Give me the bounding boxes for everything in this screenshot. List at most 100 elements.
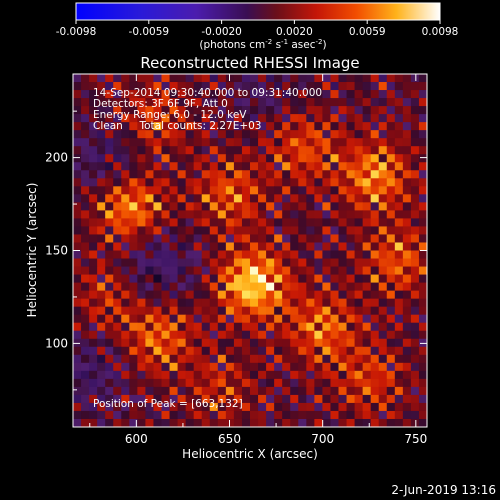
heatmap-cell: [145, 98, 154, 107]
heatmap-cell: [105, 138, 114, 147]
heatmap-cell: [346, 386, 355, 396]
heatmap-cell: [346, 178, 355, 187]
heatmap-cell: [73, 114, 82, 123]
annotation-clean-counts: Clean Total counts: 2.27E+03: [93, 120, 262, 132]
heatmap-cell: [105, 298, 114, 308]
heatmap-cell: [185, 186, 195, 195]
heatmap-cell: [201, 202, 211, 211]
heatmap-cell: [354, 186, 364, 195]
heatmap-cell: [410, 114, 420, 123]
heatmap-cell: [185, 114, 195, 123]
heatmap-cell: [137, 274, 146, 283]
heatmap-cell: [217, 74, 227, 83]
heatmap-cell: [362, 210, 372, 219]
heatmap-cell: [233, 282, 243, 292]
heatmap-cell: [137, 234, 146, 243]
heatmap-cell: [314, 346, 323, 356]
heatmap-cell: [225, 202, 235, 211]
heatmap-cell: [386, 410, 396, 420]
heatmap-cell: [241, 194, 251, 203]
heatmap-cell: [177, 250, 187, 259]
heatmap-cell: [145, 242, 154, 251]
heatmap-cell: [338, 114, 347, 123]
heatmap-cell: [266, 122, 275, 131]
heatmap-cell: [169, 306, 178, 316]
heatmap-cell: [169, 122, 178, 131]
heatmap-cell: [250, 186, 259, 195]
heatmap-cell: [105, 226, 114, 235]
heatmap-cell: [81, 210, 90, 219]
heatmap-cell: [298, 378, 307, 388]
heatmap-cell: [153, 226, 162, 235]
heatmap-cell: [298, 162, 307, 171]
heatmap-cell: [81, 146, 90, 155]
heatmap-cell: [89, 226, 98, 235]
heatmap-cell: [193, 122, 203, 131]
heatmap-cell: [394, 282, 404, 292]
heatmap-cell: [250, 114, 259, 123]
heatmap-cell: [169, 282, 178, 292]
heatmap-cell: [354, 122, 364, 131]
heatmap-cell: [386, 418, 396, 428]
heatmap-cell: [346, 346, 355, 356]
annotation-time-range: 14-Sep-2014 09:30:40.000 to 09:31:40.000: [93, 87, 322, 99]
heatmap-cell: [177, 186, 187, 195]
heatmap-cell: [378, 242, 388, 251]
heatmap-cell: [266, 314, 275, 324]
heatmap-cell: [225, 410, 235, 420]
heatmap-cell: [161, 226, 170, 235]
heatmap-cell: [322, 298, 331, 308]
heatmap-cell: [274, 362, 283, 372]
heatmap-cell: [177, 82, 187, 91]
heatmap-cell: [185, 250, 195, 259]
heatmap-cell: [169, 290, 178, 300]
heatmap-cell: [402, 346, 412, 356]
heatmap-cell: [378, 378, 388, 388]
heatmap-cell: [418, 154, 428, 163]
heatmap-cell: [314, 362, 323, 372]
heatmap-cell: [177, 162, 187, 171]
heatmap-cell: [193, 346, 203, 356]
heatmap-cell: [418, 394, 428, 404]
heatmap-cell: [370, 298, 380, 308]
heatmap-cell: [241, 242, 251, 251]
heatmap-cell: [105, 130, 114, 139]
heatmap-cell: [282, 98, 291, 107]
heatmap-cell: [314, 186, 323, 195]
heatmap-cell: [153, 354, 162, 364]
heatmap-cell: [378, 290, 388, 300]
heatmap-cell: [266, 258, 275, 267]
heatmap-cell: [105, 218, 114, 227]
heatmap-cell: [145, 162, 154, 171]
heatmap-cell: [410, 202, 420, 211]
heatmap-cell: [185, 346, 195, 356]
heatmap-cell: [177, 290, 187, 300]
heatmap-cell: [378, 138, 388, 147]
heatmap-cell: [322, 362, 331, 372]
heatmap-cell: [241, 298, 251, 308]
heatmap-cell: [81, 338, 90, 348]
heatmap-cell: [193, 282, 203, 292]
heatmap-cell: [145, 146, 154, 155]
heatmap-cell: [113, 282, 122, 292]
heatmap-cell: [89, 210, 98, 219]
heatmap-cell: [169, 194, 178, 203]
heatmap-cell: [137, 186, 146, 195]
heatmap-cell: [338, 346, 347, 356]
heatmap-cell: [209, 146, 219, 155]
heatmap-cell: [225, 146, 235, 155]
heatmap-cell: [338, 90, 347, 99]
heatmap-cell: [225, 210, 235, 219]
heatmap-cell: [233, 338, 243, 348]
heatmap-cell: [410, 362, 420, 372]
heatmap-cell: [241, 234, 251, 243]
heatmap-cell: [378, 130, 388, 139]
heatmap-cell: [233, 394, 243, 404]
colorbar-tick-label: 0.0059: [349, 26, 386, 38]
heatmap-cell: [306, 290, 315, 300]
heatmap-cell: [161, 114, 170, 123]
heatmap-cell: [290, 362, 299, 372]
heatmap-cell: [121, 178, 130, 187]
heatmap-cell: [169, 218, 178, 227]
heatmap-cell: [169, 82, 178, 91]
